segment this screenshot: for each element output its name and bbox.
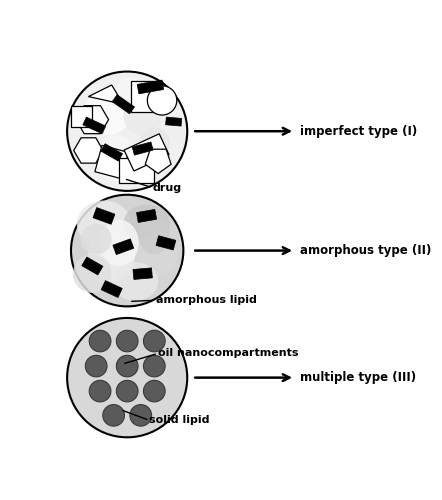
Ellipse shape [88,228,135,281]
Polygon shape [88,85,123,104]
Text: amorphous type (II): amorphous type (II) [300,244,431,257]
Text: drug: drug [153,183,182,193]
Ellipse shape [116,380,138,402]
Text: amorphous lipid: amorphous lipid [156,295,257,305]
Polygon shape [137,80,164,94]
Ellipse shape [103,404,125,426]
Text: imperfect type (I): imperfect type (I) [300,124,417,138]
Polygon shape [101,144,122,161]
Ellipse shape [73,116,104,146]
Ellipse shape [89,330,111,352]
Polygon shape [113,239,134,254]
Ellipse shape [139,216,170,254]
Ellipse shape [130,404,152,426]
Ellipse shape [71,194,183,306]
Ellipse shape [112,262,158,300]
Ellipse shape [115,78,147,108]
Ellipse shape [77,200,131,246]
Polygon shape [101,280,122,297]
Polygon shape [166,117,182,126]
Ellipse shape [139,232,178,278]
Ellipse shape [92,135,139,182]
Ellipse shape [144,380,165,402]
Ellipse shape [81,224,112,254]
Ellipse shape [116,330,138,352]
Ellipse shape [144,330,165,352]
Polygon shape [74,138,103,163]
Polygon shape [137,210,156,222]
Polygon shape [124,134,169,171]
Ellipse shape [67,72,187,191]
Text: oil nanocompartments: oil nanocompartments [158,348,298,358]
Ellipse shape [84,89,131,135]
Polygon shape [76,106,109,134]
Ellipse shape [67,318,187,438]
Ellipse shape [73,254,112,293]
Bar [119,158,154,183]
Ellipse shape [89,380,111,402]
Polygon shape [95,146,129,178]
Ellipse shape [123,204,170,243]
Bar [131,81,162,112]
Text: solid lipid: solid lipid [149,416,210,426]
Ellipse shape [139,128,170,158]
Text: multiple type (III): multiple type (III) [300,371,416,384]
Polygon shape [133,268,152,280]
Polygon shape [156,236,176,250]
Polygon shape [112,94,134,114]
Polygon shape [83,117,106,134]
Ellipse shape [100,220,139,266]
Polygon shape [82,257,103,275]
Ellipse shape [123,96,162,135]
Polygon shape [93,208,115,224]
Polygon shape [145,149,171,174]
Ellipse shape [144,356,165,377]
Bar [71,106,92,128]
Polygon shape [132,142,153,155]
Ellipse shape [147,86,177,115]
Ellipse shape [85,356,107,377]
Ellipse shape [116,356,138,377]
